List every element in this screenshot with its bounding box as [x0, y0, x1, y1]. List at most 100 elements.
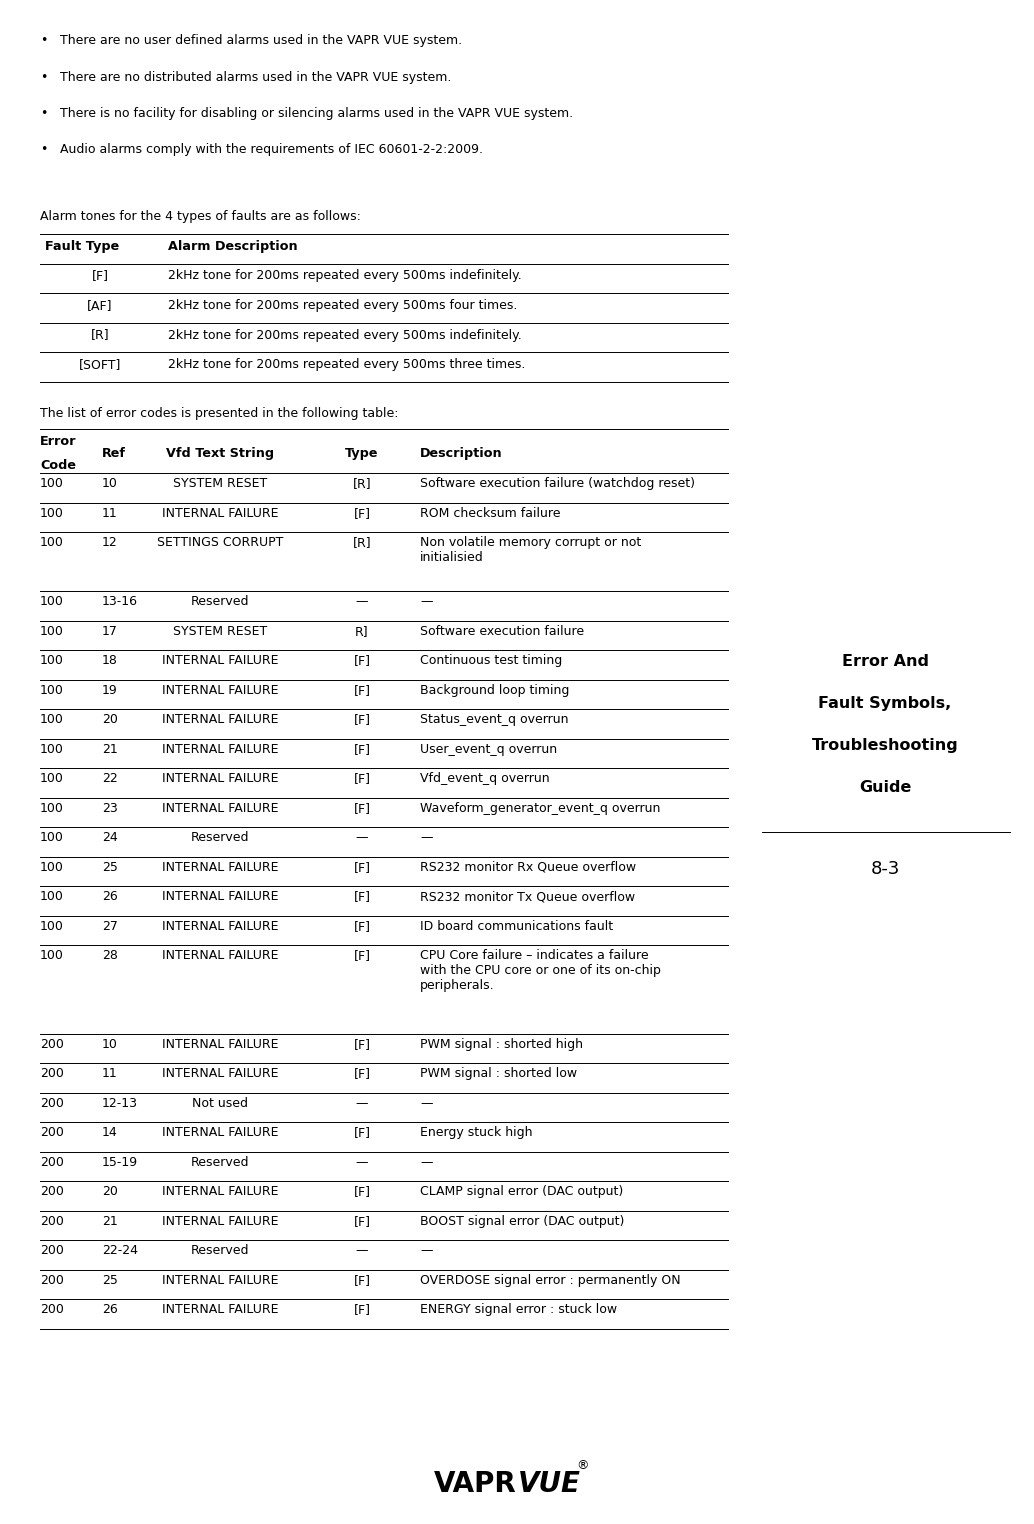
Text: 8-3: 8-3	[871, 860, 900, 878]
Text: INTERNAL FAILURE: INTERNAL FAILURE	[161, 654, 278, 668]
Text: Code: Code	[40, 460, 77, 472]
Text: —: —	[420, 832, 432, 844]
Text: RS232 monitor Rx Queue overflow: RS232 monitor Rx Queue overflow	[420, 861, 636, 873]
Text: Non volatile memory corrupt or not
initialisied: Non volatile memory corrupt or not initi…	[420, 536, 641, 564]
Text: SYSTEM RESET: SYSTEM RESET	[173, 625, 267, 639]
Text: INTERNAL FAILURE: INTERNAL FAILURE	[161, 1186, 278, 1198]
Text: 200: 200	[40, 1186, 64, 1198]
Text: Vfd Text String: Vfd Text String	[165, 448, 274, 460]
Text: 21: 21	[102, 1215, 118, 1228]
Text: [AF]: [AF]	[87, 299, 113, 312]
Text: 27: 27	[102, 920, 118, 933]
Text: [F]: [F]	[354, 949, 370, 963]
Text: 15-19: 15-19	[102, 1157, 139, 1169]
Text: [F]: [F]	[354, 861, 370, 873]
Text: Audio alarms comply with the requirements of IEC 60601-2-2:2009.: Audio alarms comply with the requirement…	[60, 143, 483, 157]
Text: VAPR: VAPR	[434, 1471, 517, 1498]
Text: 17: 17	[102, 625, 118, 639]
Text: [F]: [F]	[354, 1126, 370, 1140]
Text: Description: Description	[420, 448, 503, 460]
Text: —: —	[356, 1157, 368, 1169]
Text: 100: 100	[40, 744, 64, 756]
Text: [F]: [F]	[354, 802, 370, 815]
Text: —: —	[420, 596, 432, 608]
Text: 24: 24	[102, 832, 118, 844]
Text: 10: 10	[102, 1038, 118, 1052]
Text: Status_event_q overrun: Status_event_q overrun	[420, 713, 569, 727]
Text: —: —	[420, 1157, 432, 1169]
Text: [R]: [R]	[353, 477, 371, 491]
Text: 200: 200	[40, 1157, 64, 1169]
Text: 18: 18	[102, 654, 118, 668]
Text: 12-13: 12-13	[102, 1097, 138, 1109]
Text: RS232 monitor Tx Queue overflow: RS232 monitor Tx Queue overflow	[420, 890, 635, 904]
Text: 10: 10	[102, 477, 118, 491]
Text: [F]: [F]	[354, 713, 370, 727]
Text: —: —	[420, 1097, 432, 1109]
Text: Waveform_generator_event_q overrun: Waveform_generator_event_q overrun	[420, 802, 661, 815]
Text: 200: 200	[40, 1038, 64, 1052]
Text: [F]: [F]	[354, 1274, 370, 1286]
Text: INTERNAL FAILURE: INTERNAL FAILURE	[161, 684, 278, 696]
Text: —: —	[356, 832, 368, 844]
Text: [F]: [F]	[354, 890, 370, 904]
Text: [R]: [R]	[91, 329, 110, 341]
Text: [F]: [F]	[354, 744, 370, 756]
Text: Type: Type	[345, 448, 378, 460]
Text: Energy stuck high: Energy stuck high	[420, 1126, 533, 1140]
Text: 100: 100	[40, 832, 64, 844]
Text: 2kHz tone for 200ms repeated every 500ms indefinitely.: 2kHz tone for 200ms repeated every 500ms…	[168, 329, 522, 341]
Text: ®: ®	[576, 1460, 588, 1472]
Text: 200: 200	[40, 1303, 64, 1317]
Text: 100: 100	[40, 713, 64, 727]
Text: 100: 100	[40, 920, 64, 933]
Text: [F]: [F]	[354, 920, 370, 933]
Text: CPU Core failure – indicates a failure
with the CPU core or one of its on-chip
p: CPU Core failure – indicates a failure w…	[420, 949, 661, 992]
Text: Troubleshooting: Troubleshooting	[812, 738, 959, 753]
Text: Reserved: Reserved	[190, 1157, 249, 1169]
Text: Reserved: Reserved	[190, 832, 249, 844]
Text: [F]: [F]	[354, 507, 370, 520]
Text: ID board communications fault: ID board communications fault	[420, 920, 613, 933]
Text: 11: 11	[102, 507, 118, 520]
Text: —: —	[356, 1245, 368, 1257]
Text: [F]: [F]	[91, 270, 109, 282]
Text: [F]: [F]	[354, 1215, 370, 1228]
Text: 100: 100	[40, 507, 64, 520]
Text: 200: 200	[40, 1097, 64, 1109]
Text: Alarm Description: Alarm Description	[168, 239, 298, 253]
Text: 28: 28	[102, 949, 118, 963]
Text: Ref: Ref	[102, 448, 126, 460]
Text: [F]: [F]	[354, 1303, 370, 1317]
Text: INTERNAL FAILURE: INTERNAL FAILURE	[161, 1067, 278, 1081]
Text: VUE: VUE	[518, 1471, 581, 1498]
Text: INTERNAL FAILURE: INTERNAL FAILURE	[161, 507, 278, 520]
Text: INTERNAL FAILURE: INTERNAL FAILURE	[161, 861, 278, 873]
Text: Background loop timing: Background loop timing	[420, 684, 570, 696]
Text: SETTINGS CORRUPT: SETTINGS CORRUPT	[157, 536, 283, 550]
Text: 100: 100	[40, 625, 64, 639]
Text: 19: 19	[102, 684, 118, 696]
Text: Error: Error	[40, 436, 77, 448]
Text: There are no user defined alarms used in the VAPR VUE system.: There are no user defined alarms used in…	[60, 34, 462, 47]
Text: 20: 20	[102, 1186, 118, 1198]
Text: Continuous test timing: Continuous test timing	[420, 654, 562, 668]
Text: —: —	[356, 596, 368, 608]
Text: 100: 100	[40, 684, 64, 696]
Text: INTERNAL FAILURE: INTERNAL FAILURE	[161, 713, 278, 727]
Text: Fault Symbols,: Fault Symbols,	[818, 696, 951, 712]
Text: ROM checksum failure: ROM checksum failure	[420, 507, 560, 520]
Text: 21: 21	[102, 744, 118, 756]
Text: [F]: [F]	[354, 1067, 370, 1081]
Text: 100: 100	[40, 890, 64, 904]
Text: OVERDOSE signal error : permanently ON: OVERDOSE signal error : permanently ON	[420, 1274, 680, 1286]
Text: 100: 100	[40, 861, 64, 873]
Text: CLAMP signal error (DAC output): CLAMP signal error (DAC output)	[420, 1186, 624, 1198]
Text: Reserved: Reserved	[190, 596, 249, 608]
Text: 14: 14	[102, 1126, 118, 1140]
Text: [F]: [F]	[354, 684, 370, 696]
Text: INTERNAL FAILURE: INTERNAL FAILURE	[161, 1303, 278, 1317]
Text: INTERNAL FAILURE: INTERNAL FAILURE	[161, 802, 278, 815]
Text: BOOST signal error (DAC output): BOOST signal error (DAC output)	[420, 1215, 625, 1228]
Text: Reserved: Reserved	[190, 1245, 249, 1257]
